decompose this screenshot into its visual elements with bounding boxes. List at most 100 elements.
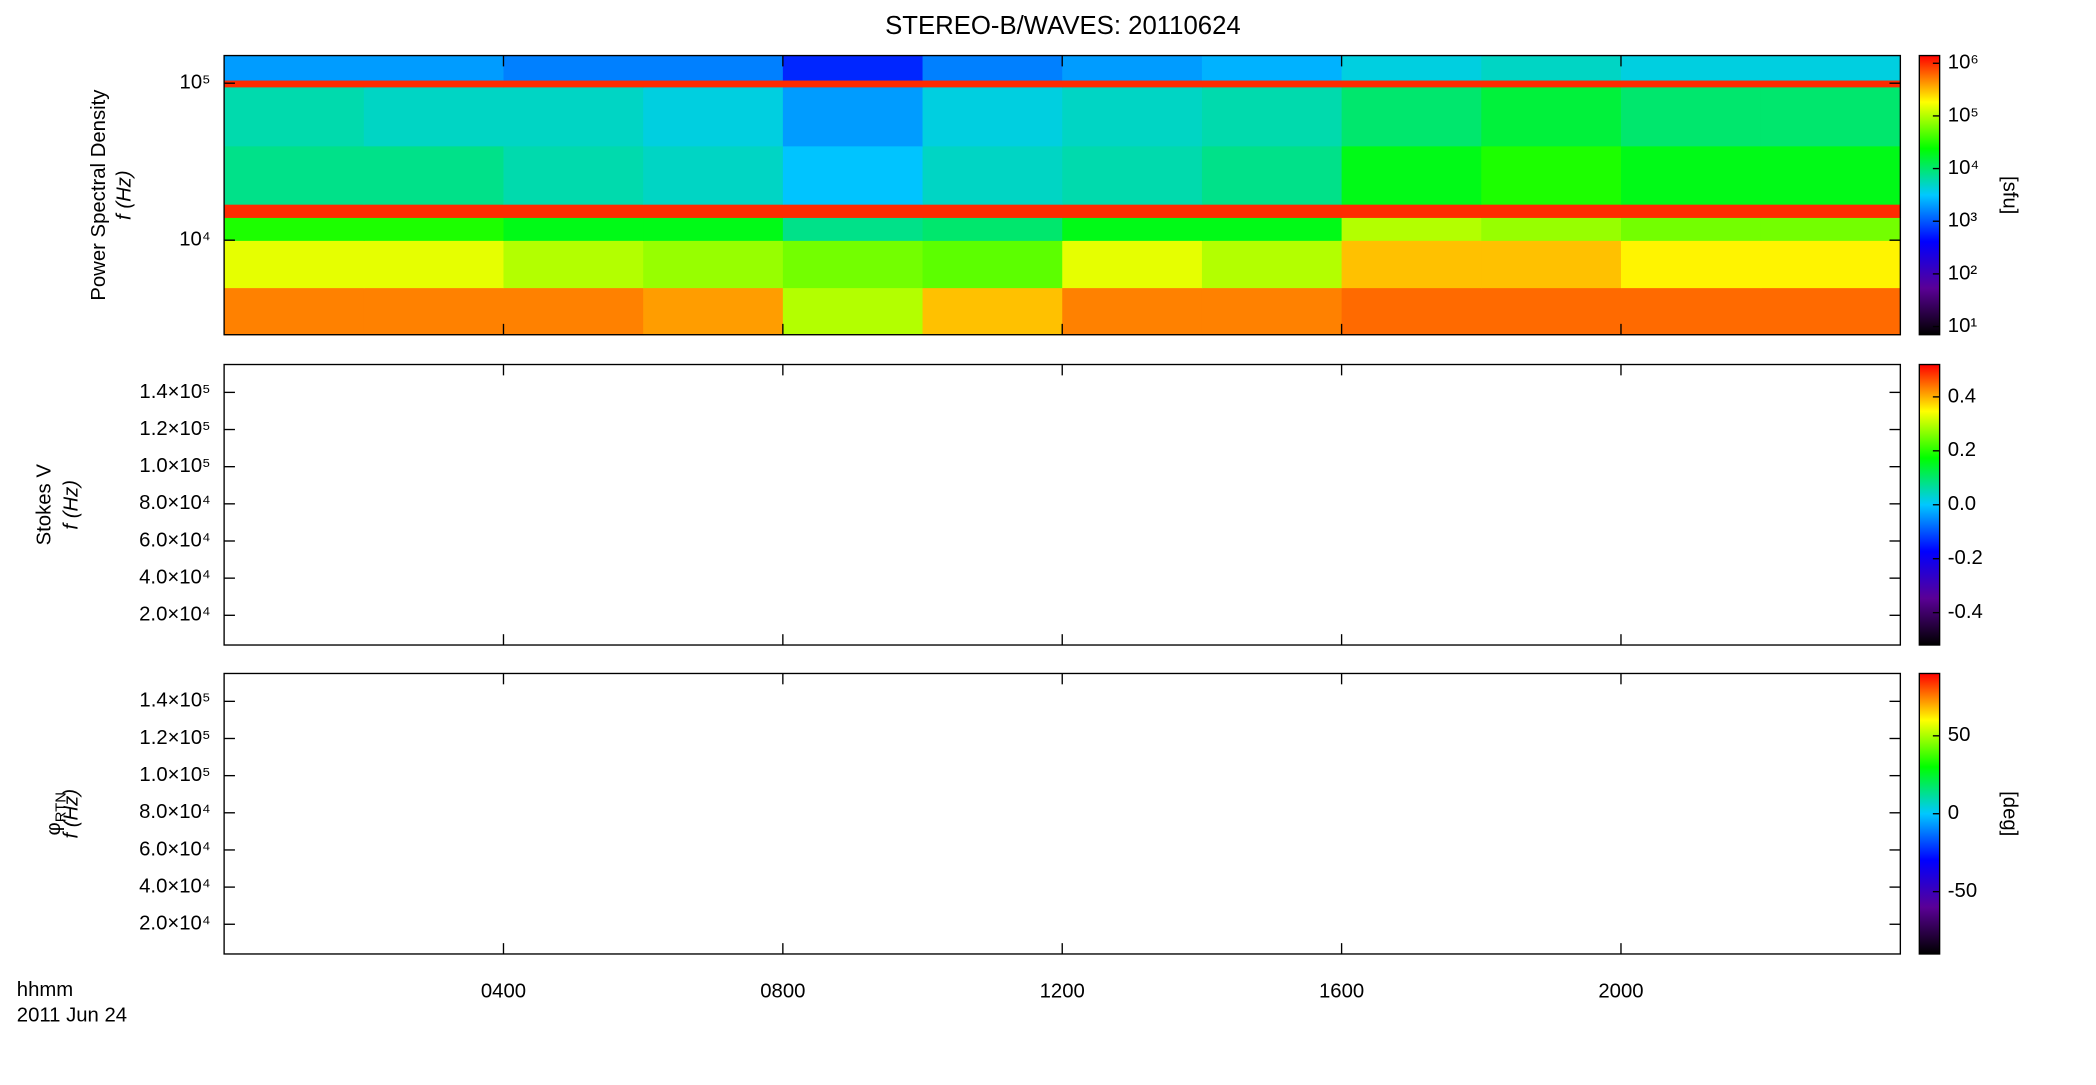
heatmap-cell bbox=[1760, 55, 1902, 81]
heatmap-cell bbox=[1201, 204, 1343, 218]
heatmap-cell bbox=[1481, 86, 1622, 147]
heatmap-cell bbox=[1341, 86, 1482, 147]
x-tick-label: 2000 bbox=[1598, 980, 1643, 1002]
heatmap-cell bbox=[503, 86, 644, 147]
heatmap-cell bbox=[1481, 55, 1622, 81]
colorbar-tick-label: 10⁴ bbox=[1948, 157, 1979, 179]
heatmap-cell bbox=[503, 287, 644, 336]
heatmap-cell bbox=[1201, 217, 1343, 241]
heatmap-cell bbox=[1341, 79, 1482, 88]
heatmap-cell bbox=[782, 240, 924, 289]
x-axis-label: hhmm bbox=[17, 979, 73, 1001]
heatmap-cell bbox=[1201, 55, 1343, 81]
heatmap-cell bbox=[782, 145, 924, 205]
heatmap-cell bbox=[1620, 55, 1762, 81]
heatmap-cell bbox=[1062, 287, 1203, 336]
heatmap-cell bbox=[363, 79, 505, 88]
x-tick-label: 0400 bbox=[481, 980, 526, 1002]
heatmap-cell bbox=[1620, 145, 1762, 205]
heatmap-cell bbox=[782, 204, 924, 218]
colorbar-label: [sfu] bbox=[1998, 176, 2020, 214]
y-tick-label: 1.4×10⁵ bbox=[139, 381, 210, 403]
heatmap-cell bbox=[1620, 86, 1762, 147]
heatmap-cell bbox=[1760, 240, 1902, 289]
heatmap-cell bbox=[1481, 79, 1622, 88]
heatmap-cell bbox=[224, 217, 365, 241]
heatmap-cell bbox=[1620, 240, 1762, 289]
heatmap-cell bbox=[1760, 79, 1902, 88]
heatmap-cell bbox=[1481, 145, 1622, 205]
heatmap-cell bbox=[1062, 86, 1203, 147]
heatmap-cell bbox=[1341, 145, 1482, 205]
heatmap-cell bbox=[643, 55, 784, 81]
heatmap-cell bbox=[1760, 287, 1902, 336]
colorbar-tick-label: 10² bbox=[1948, 262, 1978, 284]
y-axis-label: f (Hz) bbox=[61, 480, 83, 530]
colorbar-tick-label: 10⁶ bbox=[1948, 52, 1979, 74]
heatmap-cell bbox=[224, 55, 365, 81]
y-tick-label: 2.0×10⁴ bbox=[139, 604, 210, 626]
colorbar-label: [deg] bbox=[1998, 791, 2020, 836]
heatmap-cell bbox=[1341, 240, 1482, 289]
heatmap-cell bbox=[1620, 204, 1762, 218]
colorbar-tick-label: 10⁵ bbox=[1948, 104, 1979, 126]
heatmap-cell bbox=[363, 55, 505, 81]
heatmap-cell bbox=[1760, 204, 1902, 218]
heatmap-cell bbox=[503, 145, 644, 205]
x-tick-label: 0800 bbox=[760, 980, 805, 1002]
heatmap-cell bbox=[1341, 204, 1482, 218]
heatmap-cell bbox=[1481, 240, 1622, 289]
heatmap-cell bbox=[503, 79, 644, 88]
heatmap-cell bbox=[1062, 79, 1203, 88]
colorbar-tick-label: 10¹ bbox=[1948, 315, 1978, 337]
heatmap-cell bbox=[1481, 217, 1622, 241]
heatmap-cell bbox=[363, 145, 505, 205]
heatmap-cell bbox=[922, 217, 1063, 241]
heatmap-cell bbox=[643, 204, 784, 218]
y-tick-label: 6.0×10⁴ bbox=[139, 529, 210, 551]
y-tick-label: 2.0×10⁴ bbox=[139, 913, 210, 935]
heatmap-cell bbox=[1620, 217, 1762, 241]
colorbar bbox=[1918, 54, 1941, 336]
y-axis-label-sub: RTN bbox=[53, 792, 69, 822]
heatmap-cell bbox=[782, 55, 924, 81]
y-tick-label: 8.0×10⁴ bbox=[139, 492, 210, 514]
heatmap-cell bbox=[1062, 145, 1203, 205]
colorbar-tick-label: 50 bbox=[1948, 724, 1971, 746]
y-axis-label: Stokes V bbox=[34, 464, 56, 546]
heatmap-cell bbox=[643, 287, 784, 336]
heatmap-cell bbox=[643, 86, 784, 147]
heatmap-cell bbox=[224, 287, 365, 336]
y-tick-label: 6.0×10⁴ bbox=[139, 838, 210, 860]
heatmap-cell bbox=[224, 204, 365, 218]
heatmap-cell bbox=[1481, 204, 1622, 218]
colorbar-tick-label: 0.4 bbox=[1948, 385, 1976, 407]
heatmap-cell bbox=[782, 79, 924, 88]
heatmap-cell bbox=[1062, 217, 1203, 241]
heatmap-cell bbox=[1760, 217, 1902, 241]
plot-frame bbox=[223, 672, 1902, 955]
heatmap-cell bbox=[1481, 287, 1622, 336]
heatmap-cell bbox=[922, 86, 1063, 147]
heatmap-cell bbox=[363, 86, 505, 147]
heatmap-cell bbox=[1201, 145, 1343, 205]
heatmap-cell bbox=[363, 204, 505, 218]
colorbar-tick-label: 0.0 bbox=[1948, 493, 1976, 515]
heatmap-cell bbox=[1341, 287, 1482, 336]
heatmap-cell bbox=[782, 217, 924, 241]
y-tick-label: 4.0×10⁴ bbox=[139, 567, 210, 589]
heatmap-cell bbox=[922, 145, 1063, 205]
y-tick-label: 10⁴ bbox=[179, 229, 210, 251]
y-axis-label: Power Spectral Density bbox=[88, 89, 110, 301]
heatmap-cell bbox=[1620, 79, 1762, 88]
heatmap-cell bbox=[782, 86, 924, 147]
heatmap-cell bbox=[1620, 287, 1762, 336]
date-label: 2011 Jun 24 bbox=[17, 1005, 127, 1027]
title: STEREO-B/WAVES: 20110624 bbox=[885, 12, 1241, 40]
x-tick-label: 1600 bbox=[1319, 980, 1364, 1002]
colorbar-tick-label: -0.2 bbox=[1948, 547, 1983, 569]
y-tick-label: 1.2×10⁵ bbox=[139, 727, 210, 749]
y-axis-label: f (Hz) bbox=[114, 170, 136, 220]
